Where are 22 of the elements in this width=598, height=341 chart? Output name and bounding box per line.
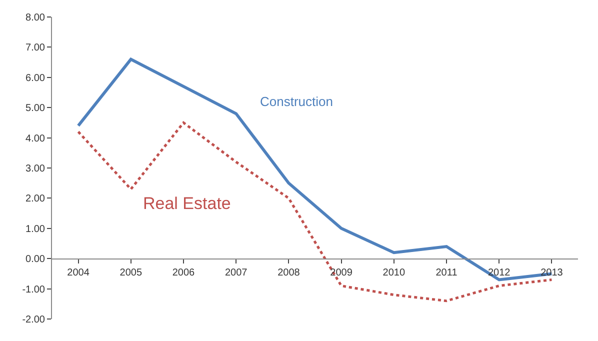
x-tick-label: 2005: [120, 268, 142, 279]
series-label: Real Estate: [143, 194, 231, 213]
x-tick-label: 2010: [382, 268, 406, 279]
x-tick-label: 2009: [330, 268, 353, 279]
y-tick-label: 5.00: [26, 103, 46, 114]
x-tick-label: 2004: [67, 268, 90, 279]
x-tick-label: 2013: [540, 268, 564, 279]
y-tick-label: 0.00: [26, 254, 46, 266]
y-tick-label: 7.00: [26, 42, 46, 54]
x-tick-label: 2011: [436, 268, 458, 279]
series-label: Construction: [260, 94, 333, 109]
y-tick-label: 2.00: [26, 194, 46, 205]
x-tick-label: 2006: [172, 268, 196, 279]
x-tick-label: 2008: [278, 268, 300, 279]
y-tick-label: -2.00: [22, 314, 46, 326]
y-tick-label: 8.00: [26, 12, 46, 24]
y-tick-label: 1.00: [26, 224, 46, 235]
y-tick-label: -1.00: [22, 284, 46, 296]
y-tick-label: 4.00: [26, 133, 46, 144]
y-tick-label: 3.00: [26, 164, 46, 174]
x-tick-label: 2007: [224, 268, 248, 279]
y-tick-label: 6.00: [26, 72, 46, 84]
